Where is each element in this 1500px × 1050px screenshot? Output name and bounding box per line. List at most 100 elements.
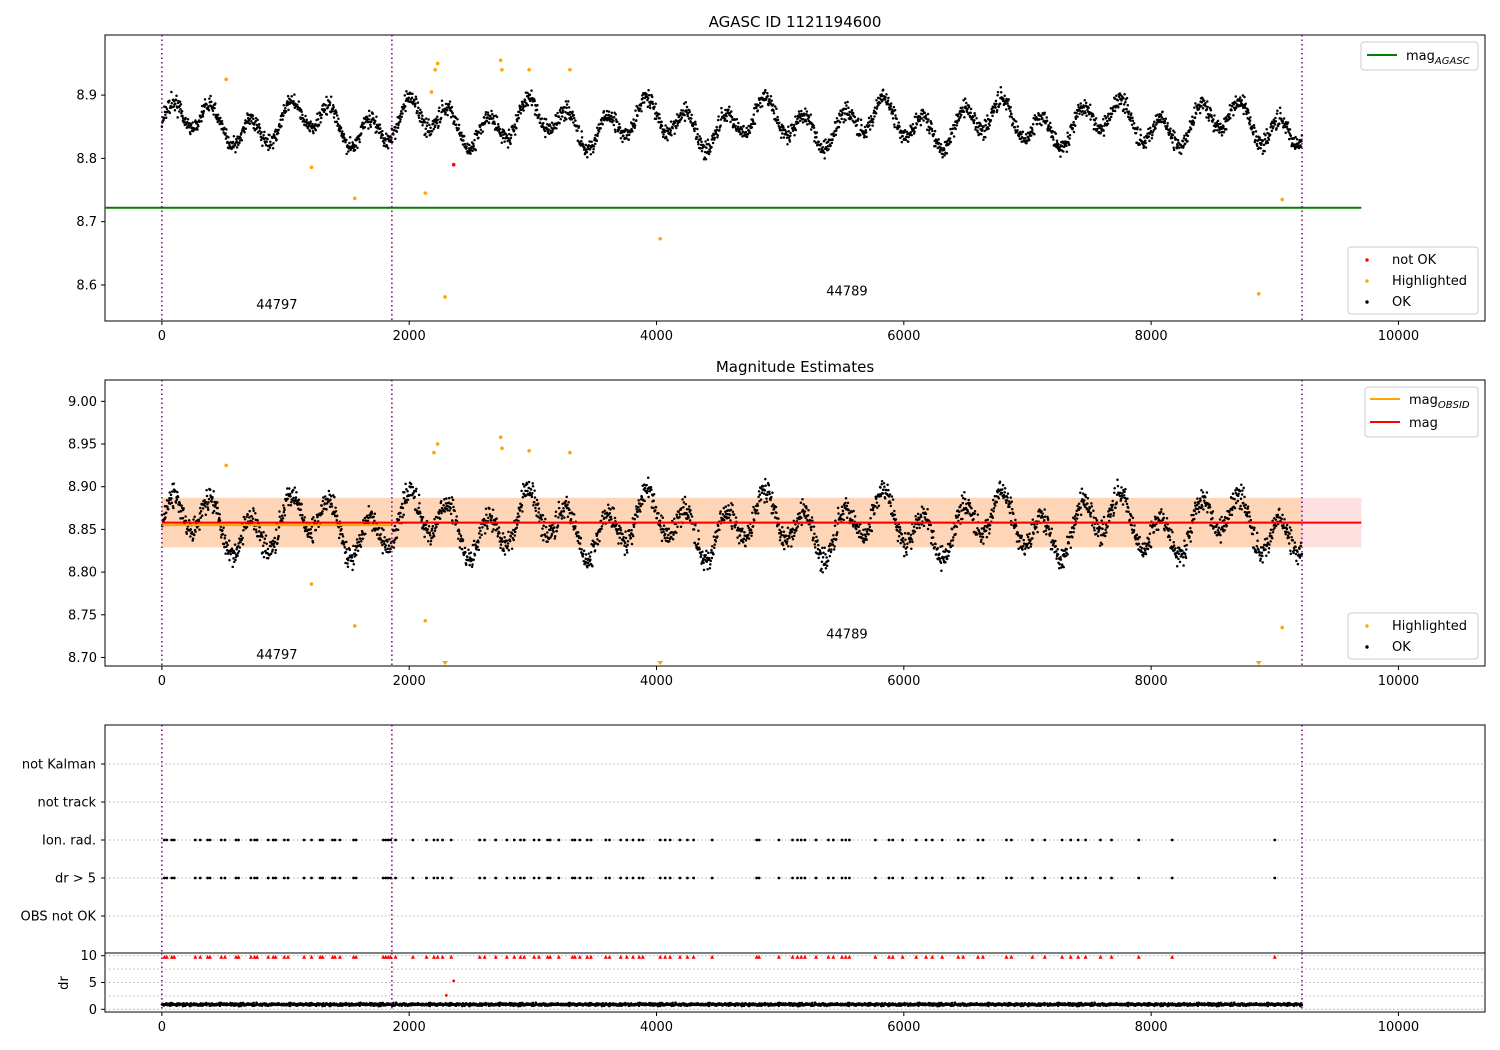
ok-point xyxy=(579,537,583,540)
ok-point xyxy=(297,498,301,502)
ok-point xyxy=(938,557,942,561)
ok-point xyxy=(598,539,601,543)
ok-point xyxy=(426,121,429,124)
ok-point xyxy=(336,122,340,126)
ok-point xyxy=(420,518,424,521)
ok-point xyxy=(610,111,614,115)
ok-point xyxy=(477,541,480,544)
ok-point xyxy=(736,125,740,129)
ok-point xyxy=(548,124,552,127)
ok-point xyxy=(961,106,964,109)
ok-point xyxy=(254,518,257,521)
ok-point xyxy=(1024,133,1028,136)
ok-point xyxy=(792,534,796,538)
ok-point xyxy=(620,542,623,545)
ok-point xyxy=(334,510,338,513)
ok-point xyxy=(1198,103,1201,107)
ok-point xyxy=(309,528,312,531)
ok-point xyxy=(823,151,826,155)
ok-point xyxy=(1263,149,1266,153)
ok-point xyxy=(641,502,644,506)
ok-point xyxy=(383,536,386,539)
ok-point xyxy=(1251,133,1255,136)
agasc-ytick-label: 8.8 xyxy=(76,152,97,167)
ok-point xyxy=(1176,144,1179,148)
ok-point xyxy=(271,147,275,150)
ok-point xyxy=(965,502,968,506)
ok-point xyxy=(400,110,403,113)
ok-point xyxy=(1242,112,1245,116)
ok-point xyxy=(812,525,816,528)
ok-point xyxy=(946,557,949,560)
ok-point xyxy=(681,498,684,501)
ok-point xyxy=(1020,133,1023,136)
ok-point xyxy=(636,510,640,513)
ok-point xyxy=(747,537,751,540)
ok-point xyxy=(638,502,642,505)
ok-point xyxy=(889,501,892,504)
ok-point xyxy=(1295,138,1299,141)
ok-point xyxy=(396,528,400,532)
ok-point xyxy=(873,106,877,109)
ok-point xyxy=(865,530,869,533)
ok-point xyxy=(855,527,858,531)
ok-point xyxy=(983,129,986,133)
ok-point xyxy=(493,122,496,126)
ok-point xyxy=(532,500,536,504)
ok-point xyxy=(575,124,579,128)
ok-point xyxy=(975,121,979,125)
ok-point xyxy=(673,132,676,136)
ok-point xyxy=(1005,108,1008,111)
ok-point xyxy=(432,534,436,538)
ok-point xyxy=(633,517,636,521)
ok-point xyxy=(539,513,542,517)
ok-point xyxy=(821,546,824,550)
ok-point xyxy=(1166,121,1169,125)
ok-point xyxy=(1010,116,1014,119)
ok-point xyxy=(492,528,495,531)
ok-point xyxy=(624,127,627,131)
ok-point xyxy=(938,552,941,555)
ok-point xyxy=(432,127,435,131)
ok-point xyxy=(709,563,712,566)
ok-point xyxy=(1164,117,1168,121)
ok-point xyxy=(948,542,952,545)
ok-point xyxy=(779,136,783,139)
ok-point xyxy=(652,499,655,502)
ok-point xyxy=(695,136,699,139)
ok-point xyxy=(551,523,554,527)
ok-point xyxy=(341,535,345,538)
ok-point xyxy=(214,102,217,105)
ok-point xyxy=(764,477,767,481)
ok-point xyxy=(842,518,845,522)
ok-point xyxy=(364,519,367,522)
ok-point xyxy=(909,533,913,537)
agasc-legend-upper-box xyxy=(1360,41,1479,71)
ok-point xyxy=(350,556,354,559)
ok-point xyxy=(1130,123,1134,127)
ok-point xyxy=(959,115,962,119)
ok-point xyxy=(438,106,441,109)
ok-point xyxy=(402,496,406,500)
ok-point xyxy=(417,506,420,510)
ok-point xyxy=(406,498,410,501)
ok-point xyxy=(1254,138,1257,142)
ok-point xyxy=(1240,99,1243,102)
ok-point xyxy=(1193,116,1197,119)
ok-point xyxy=(1122,108,1126,111)
ok-point xyxy=(1215,128,1219,132)
ok-point xyxy=(1057,143,1060,146)
ok-point xyxy=(608,519,611,522)
ok-point xyxy=(1177,141,1181,145)
ok-point xyxy=(627,529,631,532)
ok-point xyxy=(661,528,665,531)
ok-point xyxy=(904,538,907,541)
ok-point xyxy=(469,152,472,155)
ok-point xyxy=(645,483,648,487)
ok-point xyxy=(789,131,792,135)
ok-point xyxy=(980,133,983,136)
ok-point xyxy=(1219,122,1222,126)
ok-point xyxy=(830,141,834,145)
ok-point xyxy=(899,541,902,545)
